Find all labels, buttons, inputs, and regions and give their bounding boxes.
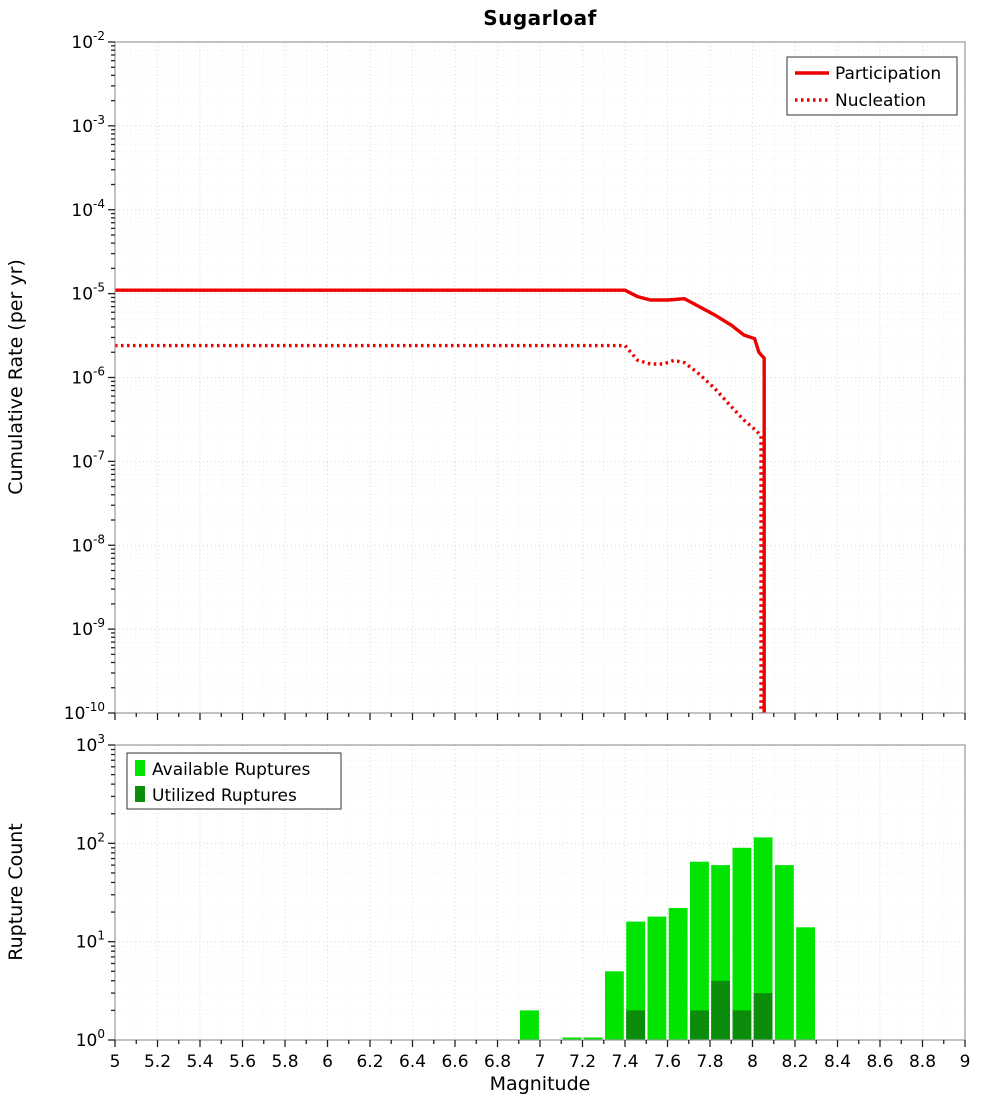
bar [605, 971, 624, 1040]
legend-label: Participation [835, 64, 941, 84]
y-tick-label: 10-5 [71, 281, 105, 305]
legend-label: Utilized Ruptures [152, 786, 297, 806]
x-axis-label: Magnitude [490, 1073, 591, 1095]
bar [732, 847, 752, 1040]
x-tick-label: 8.6 [866, 1052, 893, 1072]
chart-title: Sugarloaf [483, 6, 597, 30]
bar [711, 980, 730, 1040]
plot-area-cumulative-rate: 10-10 10-9 10-8 10-7 10-6 10-5 10-4 10-3 10-2 Par… [64, 29, 966, 724]
x-tick-label: 7.6 [654, 1052, 681, 1072]
bar [753, 837, 773, 1040]
bar [774, 865, 794, 1040]
plot-area-rupture-count: 5 5.2 5.4 5.6 5.8 6 6.2 6.4 6.6 6.8 7 7.2 7.4 7.6 7.8 8… [76, 732, 971, 1072]
axis-ticks [108, 41, 966, 720]
legend-label: Available Ruptures [152, 760, 310, 780]
utilized-ruptures-bars [626, 980, 773, 1040]
top-y-axis-label: Cumulative Rate (per yr) [5, 259, 27, 495]
x-tick-label: 6.8 [484, 1052, 511, 1072]
x-tick-label: 7.4 [611, 1052, 638, 1072]
axis-ticks [108, 744, 966, 1047]
y-tick-label: 101 [76, 929, 105, 953]
x-tick-label: 8.8 [909, 1052, 936, 1072]
y-tick-label: 10-9 [71, 616, 105, 640]
y-tick-label: 10-6 [71, 365, 105, 389]
bar [626, 1010, 646, 1040]
legend-swatch [135, 786, 145, 802]
y-tick-label: 10-10 [64, 700, 105, 724]
y-tick-label: 10-3 [71, 113, 105, 137]
bar [583, 1037, 603, 1040]
bar [520, 1010, 539, 1040]
y-tick-label: 103 [76, 732, 105, 756]
x-tick-label: 5.6 [229, 1052, 256, 1072]
x-tick-label: 7 [535, 1052, 546, 1072]
x-tick-label: 7.2 [569, 1052, 596, 1072]
legend-label: Nucleation [835, 91, 926, 111]
y-tick-label: 102 [76, 830, 105, 854]
x-tick-label: 8.2 [781, 1052, 808, 1072]
x-tick-label: 5 [110, 1052, 121, 1072]
nucleation-line [115, 343, 763, 713]
legend-ruptures: Available Ruptures Utilized Ruptures [126, 752, 342, 810]
x-tick-label: 5.8 [271, 1052, 298, 1072]
x-tick-label: 8.4 [824, 1052, 851, 1072]
legend-rates: Participation Nucleation [786, 56, 958, 116]
bar [753, 993, 773, 1040]
generated-chart-layers: 10-10 10-9 10-8 10-7 10-6 10-5 10-4 10-3 10-2 Par… [64, 29, 971, 1072]
bar [732, 1010, 752, 1040]
bar [647, 916, 667, 1040]
x-tick-label: 7.8 [696, 1052, 723, 1072]
y-tick-label: 10-8 [71, 532, 105, 556]
bar [668, 908, 688, 1040]
bar [690, 861, 709, 1040]
x-tick-label: 6 [322, 1052, 333, 1072]
bar [562, 1037, 582, 1040]
y-tick-label: 10-7 [71, 448, 105, 472]
x-tick-label: 5.2 [144, 1052, 171, 1072]
available-ruptures-bars [520, 837, 815, 1040]
legend-box [786, 56, 958, 116]
participation-line [115, 288, 766, 713]
x-tick-label: 8 [747, 1052, 758, 1072]
x-tick-label: 6.4 [399, 1052, 426, 1072]
legend-swatch [135, 760, 145, 776]
x-tick-label: 6.6 [441, 1052, 468, 1072]
y-tick-label: 10-4 [71, 197, 105, 221]
bar [796, 927, 815, 1040]
x-tick-label: 6.2 [356, 1052, 383, 1072]
y-tick-label: 10-2 [71, 29, 105, 53]
legend-box [126, 752, 342, 810]
x-tick-label: 5.4 [186, 1052, 213, 1072]
y-tick-label: 100 [76, 1027, 105, 1051]
bottom-y-axis-label: Rupture Count [5, 823, 27, 961]
bar [690, 1010, 709, 1040]
x-tick-label: 9 [960, 1052, 971, 1072]
